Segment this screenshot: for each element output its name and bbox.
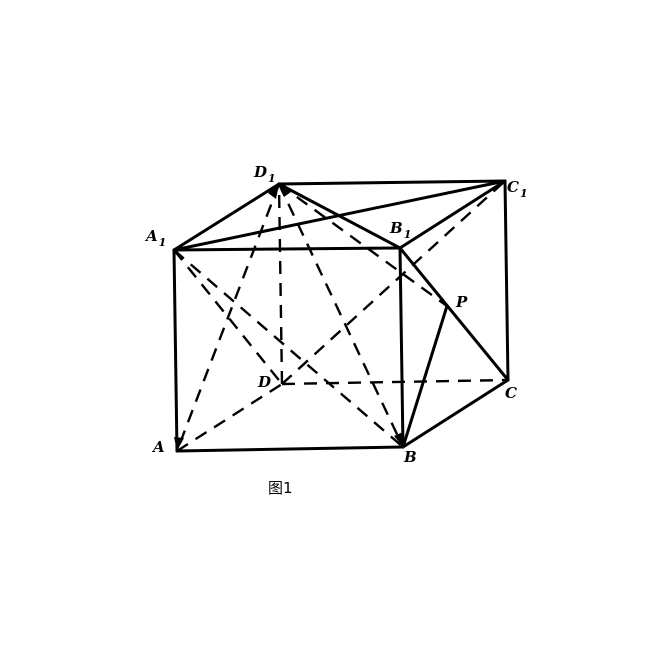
figure-caption: 图1 xyxy=(268,479,293,497)
arrowhead-at-A xyxy=(174,437,184,451)
edge-B-B1 xyxy=(398,246,405,449)
label-P: P xyxy=(455,293,468,311)
edge-A1-D1 xyxy=(172,182,281,252)
hidden-edge-D1-B xyxy=(277,183,405,448)
label-A1: A1 xyxy=(144,227,166,249)
label-C: C xyxy=(505,384,517,402)
hidden-edge-D-C1 xyxy=(281,180,506,385)
label-B1: B1 xyxy=(389,219,411,241)
hidden-edge-D-C xyxy=(281,378,509,386)
dashed-edges xyxy=(173,180,509,453)
edge-D1-C1 xyxy=(277,179,507,186)
edge-A1-B1 xyxy=(172,246,402,252)
label-D1: D1 xyxy=(253,163,276,185)
hidden-edge-D1-A xyxy=(175,183,281,452)
hidden-edge-A1-D xyxy=(173,249,283,385)
edge-B-C xyxy=(401,378,510,449)
label-C1: C1 xyxy=(507,178,528,200)
arrowhead-at-B xyxy=(394,432,403,447)
hidden-edge-A1-B xyxy=(173,249,404,448)
arrowhead-at-D1 xyxy=(268,184,279,199)
hidden-edge-D1-P xyxy=(278,183,448,307)
arrowhead-at-D1-right xyxy=(279,184,291,197)
solid-edges xyxy=(172,179,510,453)
edge-A-A1 xyxy=(172,248,179,453)
hidden-edge-A-D xyxy=(176,382,283,453)
edge-B1-C1 xyxy=(398,179,507,250)
arrowheads xyxy=(174,184,403,451)
edge-B1-C xyxy=(398,246,510,382)
edge-C-C1 xyxy=(503,179,510,382)
edge-A1-C1 xyxy=(172,179,507,252)
edge-B-P xyxy=(401,304,449,449)
label-B: B xyxy=(403,448,417,466)
edge-A-B xyxy=(175,445,405,453)
hidden-edge-D-D1 xyxy=(277,183,284,385)
label-D: D xyxy=(257,373,271,391)
label-A: A xyxy=(151,438,165,456)
